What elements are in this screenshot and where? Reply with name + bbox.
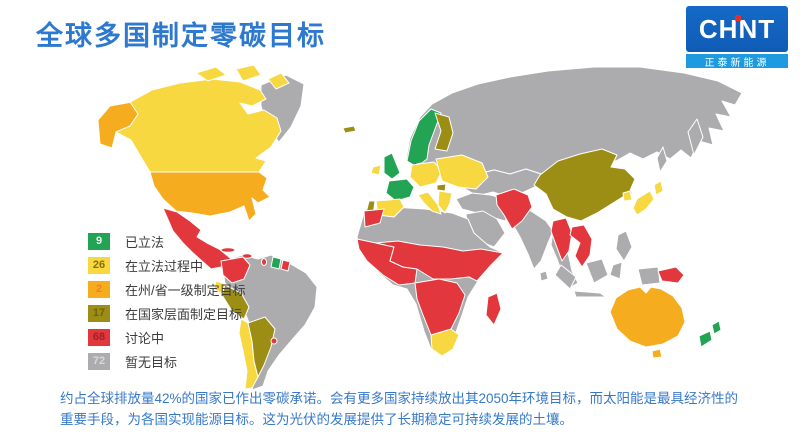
map-region-indochina [569,224,593,268]
map-region-japan-honshu [632,190,655,216]
map-region-balkans [437,190,453,214]
legend-row-national: 17 在国家层面制定目标 [88,301,246,325]
legend-row-state-level: 2 在州/省一级制定目标 [88,277,246,301]
map-region-iceland [342,125,357,134]
legend-swatch-none: 72 [88,352,110,370]
legend-swatch-legislated: 9 [88,232,110,250]
map-region-finland [434,112,454,152]
map-region-philippines [615,230,633,262]
legend-label-discussion: 讨论中 [125,330,165,346]
map-region-kamchatka [687,118,704,156]
map-region-guyana [270,256,282,270]
legend-row-none: 72 暂无目标 [88,349,246,373]
footnote-text: 约占全球排放量42%的国家已作出零碳承诺。会有更多国家持续放出其2050年环境目… [60,391,739,427]
map-region-morocco [363,208,385,228]
map-region-afghanistan-pakistan [495,188,533,230]
legend-row-legislated: 9 已立法 [88,229,246,253]
map-region-canada [115,78,282,173]
map-region-argentina [247,316,276,378]
map-region-tasmania [651,348,663,359]
chint-logo-subbrand: 正泰新能源 [686,54,788,69]
map-region-japan-hokkaido [653,180,664,196]
map-region-colombia [220,256,251,284]
map-region-eastern-europe [435,154,489,190]
map-region-france [385,178,415,202]
map-region-sahel [375,240,504,282]
map-region-arctic-island [267,72,290,90]
map-region-hispaniola [241,253,253,259]
map-region-sri-lanka [539,270,549,282]
map-region-papua-new-guinea [657,266,685,284]
legend-label-none: 暂无目标 [125,354,178,370]
map-region-myanmar-bangladesh [550,217,573,262]
map-region-peru [221,284,250,320]
map-region-uk [383,152,401,180]
map-region-sakhalin [656,146,668,173]
page-title: 全球多国制定零碳目标 [36,21,326,51]
chint-logo: CHNT 正泰新能源 [686,6,788,69]
legend-row-in-process: 26 在立法过程中 [88,253,246,277]
chint-logo-box: CHNT [686,6,788,52]
legend-swatch-discussion: 68 [88,328,110,346]
map-region-ireland [370,164,382,176]
map-region-south-africa [430,328,460,357]
map-region-new-zealand-south [698,330,713,348]
map-region-lesser-antilles [261,258,267,266]
map-region-usa [149,171,271,222]
chint-logo-dot-icon [735,15,741,21]
map-region-south-korea [622,190,633,202]
map-region-uruguay [270,337,278,345]
map-region-west-new-guinea [637,266,661,286]
map-region-central-europe [409,161,443,188]
legend-label-national: 在国家层面制定目标 [125,306,243,322]
legend-swatch-state-level: 2 [88,280,110,298]
legend-label-legislated: 已立法 [125,234,165,250]
map-region-borneo [585,258,609,284]
map-region-suriname [280,259,291,272]
map-region-central-africa [414,278,466,342]
legend-swatch-national: 17 [88,304,110,322]
map-legend: 9 已立法 26 在立法过程中 2 在州/省一级制定目标 17 在国家层面制定目… [88,229,246,373]
map-region-sulawesi [609,261,623,280]
map-region-arctic-island [235,64,262,82]
map-region-italy [417,191,442,215]
map-region-java [573,290,607,298]
legend-row-discussion: 68 讨论中 [88,325,246,349]
legend-swatch-in-process: 26 [88,256,110,274]
map-region-madagascar [485,292,502,326]
map-region-australia [609,286,686,348]
map-region-cuba [220,247,236,253]
map-region-hungary [436,183,447,192]
map-region-arctic-island [195,66,227,82]
map-region-sumatra [554,264,577,290]
legend-label-in-process: 在立法过程中 [125,258,204,274]
legend-label-state-level: 在州/省一级制定目标 [125,282,246,298]
map-region-new-zealand-north [711,320,722,335]
